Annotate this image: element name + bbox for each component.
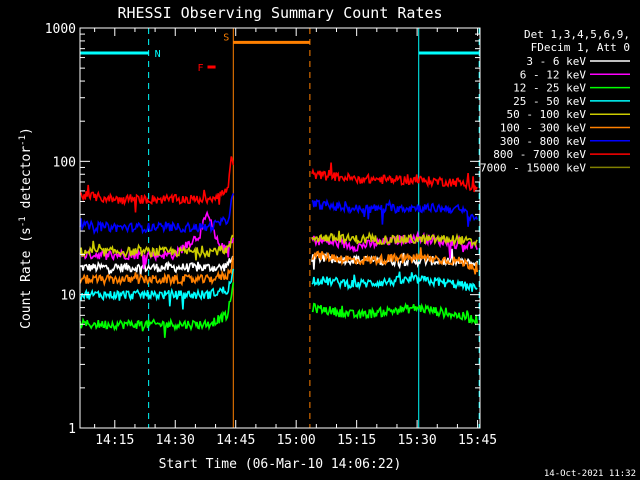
series-line-4 <box>79 230 478 261</box>
y-axis-label-base: Count Rate (s <box>19 227 34 329</box>
x-axis-label: Start Time (06-Mar-10 14:06:22) <box>159 457 402 472</box>
x-tick-label: 14:15 <box>95 433 134 448</box>
legend-label: 3 - 6 keV <box>526 55 586 68</box>
legend: Det 1,3,4,5,6,9,FDecim 1, Att 03 - 6 keV… <box>480 28 630 174</box>
night-label: N <box>155 49 161 60</box>
series-line-5 <box>79 247 478 287</box>
legend-label: 12 - 25 keV <box>513 82 586 95</box>
legend-label: 50 - 100 keV <box>507 108 587 121</box>
y-tick-label: 10 <box>60 289 76 304</box>
y-axis-label-end: ) <box>19 127 34 135</box>
series-line-7 <box>79 156 478 213</box>
y-tick-label: 100 <box>53 155 76 170</box>
axes: 14:15 14:30 14:45 15:00 15:15 15:30 15:45 1 10 10… <box>45 22 497 448</box>
y-tick-label: 1 <box>68 422 76 437</box>
plot-frame <box>79 27 481 429</box>
saa-label: S <box>223 32 229 43</box>
legend-label: 800 - 7000 keV <box>493 148 586 161</box>
y-tick-label: 1000 <box>45 22 76 37</box>
x-tick-label: 15:30 <box>398 433 437 448</box>
legend-label: 7000 - 15000 keV <box>480 161 586 174</box>
observing-intervals: N S F <box>79 28 480 428</box>
legend-header-line: FDecim 1, Att 0 <box>531 41 630 54</box>
y-axis-label-exp1: -1 <box>18 216 28 227</box>
legend-label: 6 - 12 keV <box>520 68 587 81</box>
generated-timestamp: 14-Oct-2021 11:32 <box>544 469 636 479</box>
legend-label: 300 - 800 keV <box>500 135 586 148</box>
legend-header-line: Det 1,3,4,5,6,9, <box>524 28 630 41</box>
x-tick-label: 15:00 <box>277 433 316 448</box>
flare-label: F <box>197 63 203 74</box>
x-tick-label: 15:45 <box>458 433 497 448</box>
legend-label: 100 - 300 keV <box>500 122 586 135</box>
x-tick-label: 14:30 <box>156 433 195 448</box>
x-tick-label: 14:45 <box>216 433 255 448</box>
chart-title: RHESSI Observing Summary Count Rates <box>117 4 442 22</box>
y-axis-label-mid: detector <box>19 146 34 217</box>
x-tick-label: 15:15 <box>337 433 376 448</box>
series-line-6 <box>79 193 478 236</box>
series-line-2 <box>79 282 478 338</box>
y-axis-label: Count Rate (s-1 detector-1) <box>18 127 34 329</box>
series-line-3 <box>79 268 478 310</box>
legend-label: 25 - 50 keV <box>513 95 586 108</box>
series-layer <box>79 156 478 338</box>
y-axis-label-exp2: -1 <box>18 135 28 146</box>
